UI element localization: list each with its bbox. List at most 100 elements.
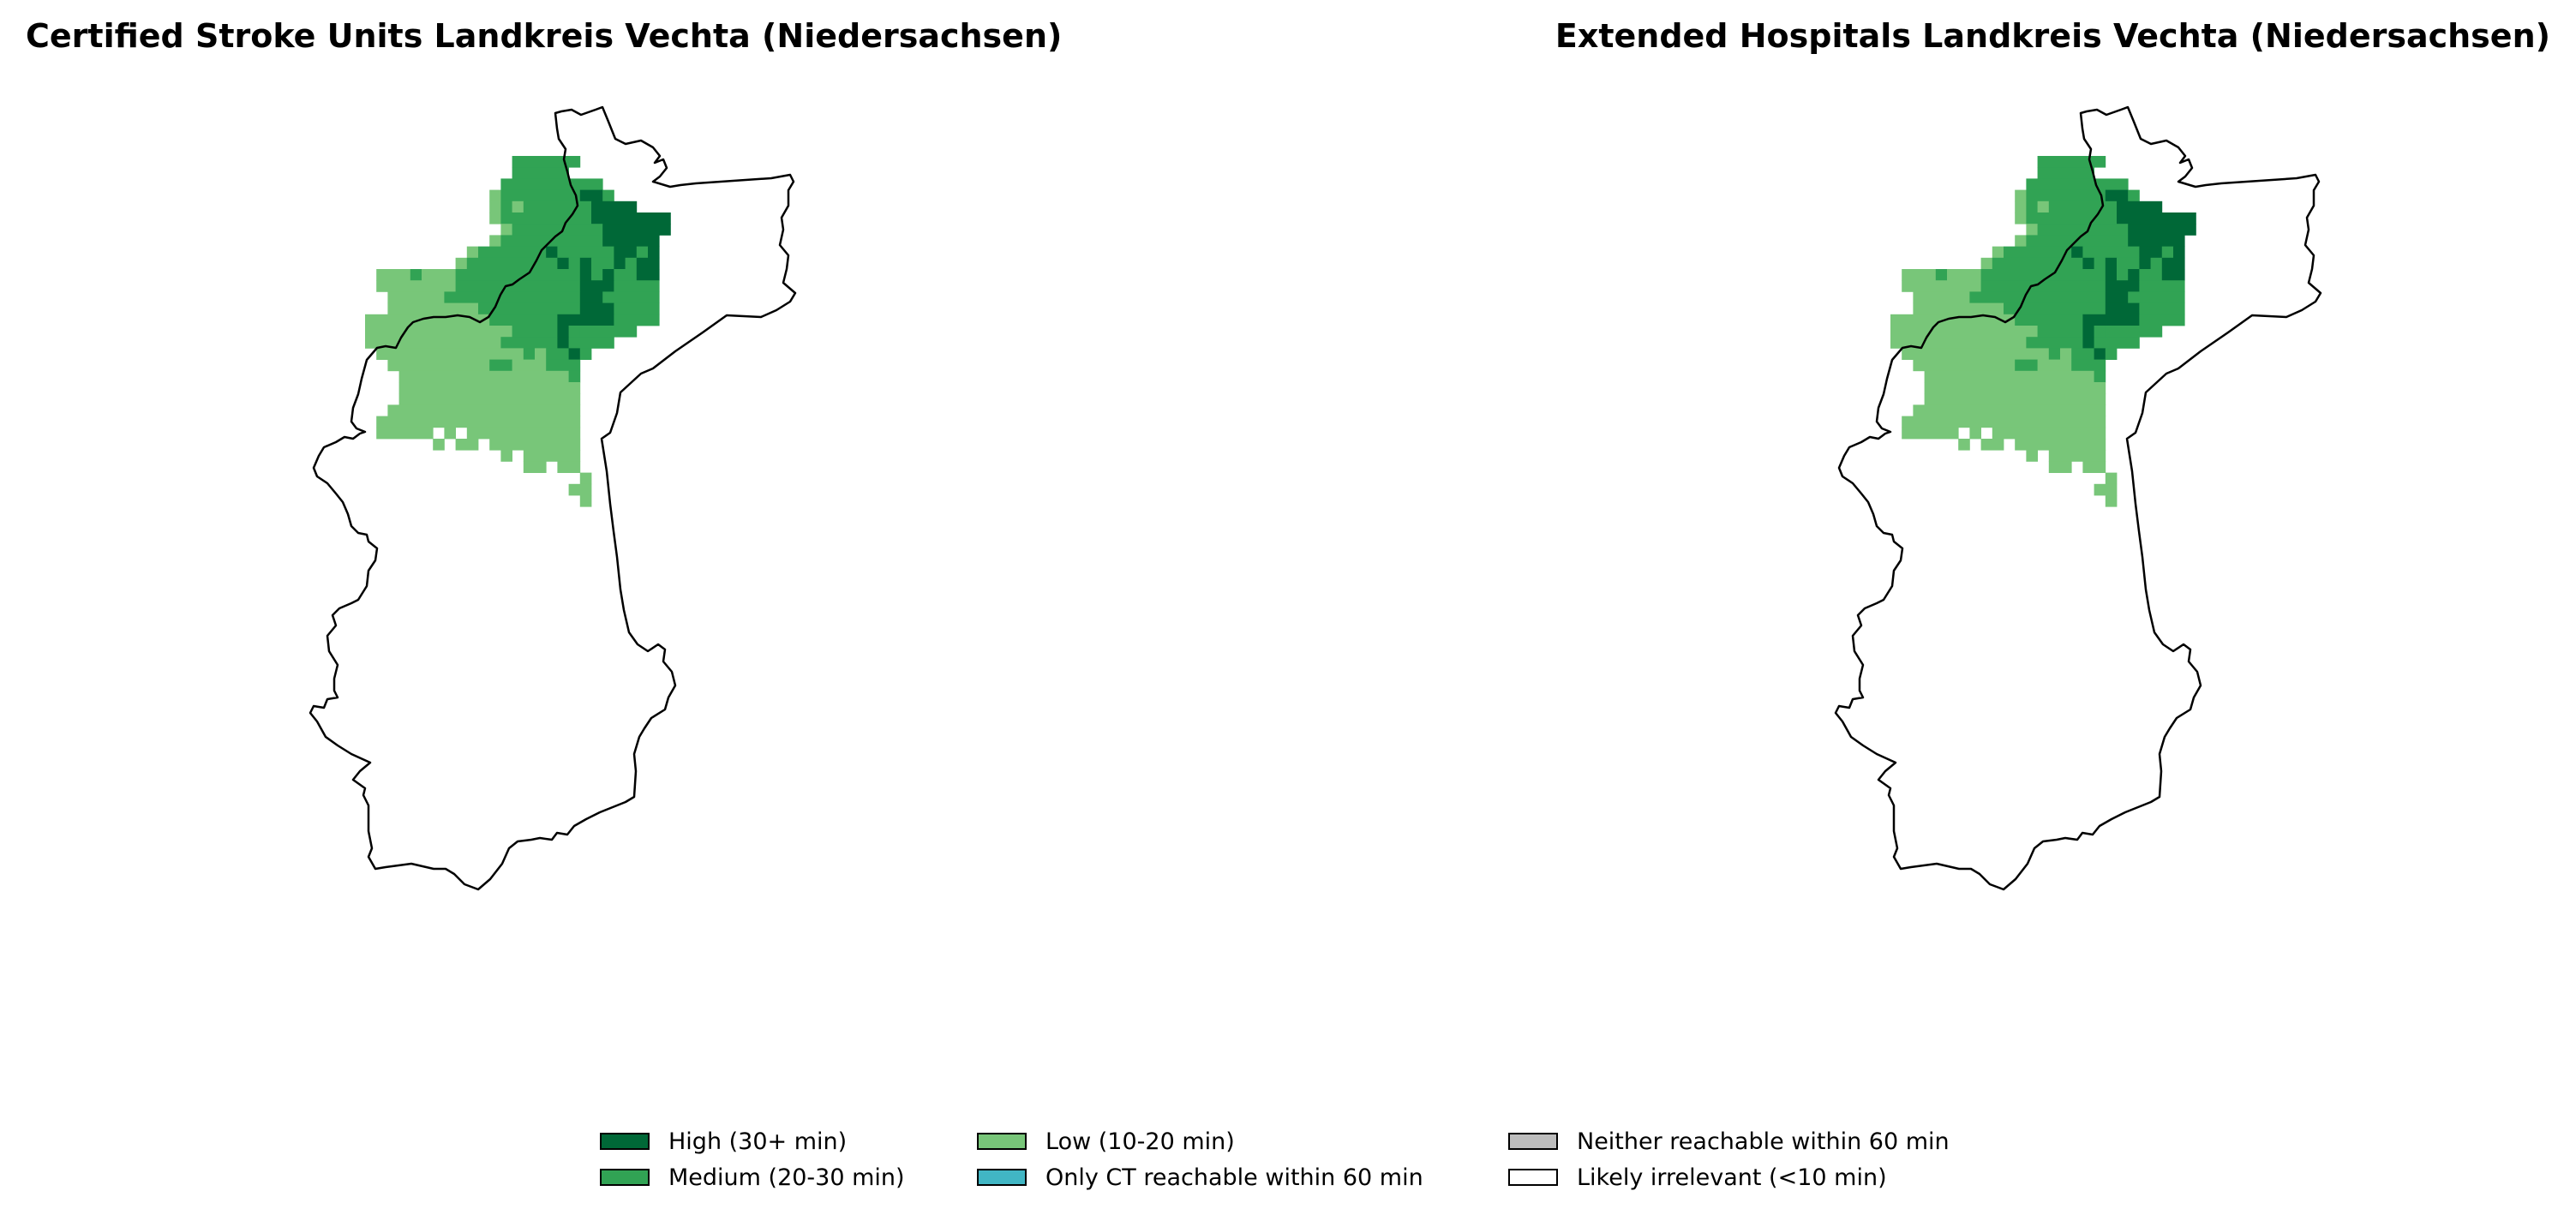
raster-cell — [614, 314, 660, 326]
raster-cell — [478, 302, 581, 315]
raster-cell — [636, 246, 649, 259]
raster-cell — [648, 246, 660, 259]
raster-cell — [410, 269, 422, 281]
raster-cell — [512, 156, 581, 168]
raster-cell — [1969, 427, 1981, 440]
raster-cell — [2094, 257, 2106, 270]
legend-item-medium: Medium (20-30 min) — [600, 1160, 905, 1194]
raster-cell — [2128, 189, 2140, 202]
raster-cell — [1902, 348, 2050, 360]
raster-cell — [1980, 269, 2106, 281]
legend-swatch-only-ct — [977, 1169, 1027, 1186]
raster-cell — [523, 201, 592, 213]
raster-cell — [2015, 189, 2027, 202]
raster-cell — [2082, 326, 2094, 338]
raster-cell — [591, 212, 671, 224]
raster-cell — [1890, 314, 2016, 326]
raster-cell — [2082, 461, 2106, 473]
legend-item-low: Low (10-20 min) — [977, 1124, 1235, 1158]
raster-cell — [455, 439, 479, 451]
raster-cell — [2082, 314, 2106, 326]
raster-cell — [398, 370, 569, 383]
raster-cell — [2015, 201, 2027, 213]
raster-cell — [579, 280, 614, 292]
raster-cell — [579, 257, 592, 270]
raster-cell — [2094, 337, 2140, 349]
raster-cell — [1924, 370, 2094, 383]
district-map-left — [309, 105, 797, 891]
raster-cell — [2173, 246, 2185, 259]
reachability-raster — [1890, 156, 2196, 507]
raster-cell — [376, 416, 581, 428]
raster-cell — [466, 246, 479, 259]
raster-cell — [523, 461, 547, 473]
raster-cell — [489, 189, 501, 202]
raster-cell — [512, 326, 558, 338]
raster-cell — [500, 337, 558, 349]
raster-cell — [2105, 495, 2118, 507]
raster-cell — [2015, 314, 2083, 326]
legend-label-neither: Neither reachable within 60 min — [1577, 1128, 1950, 1155]
raster-cell — [2094, 483, 2118, 496]
raster-cell — [2060, 348, 2072, 360]
raster-cell — [1947, 269, 1981, 281]
raster-cell — [500, 212, 592, 224]
raster-cell — [614, 257, 626, 270]
raster-cell — [512, 224, 603, 236]
raster-cell — [376, 427, 434, 440]
raster-cell — [1913, 359, 2016, 372]
raster-cell — [579, 314, 614, 326]
raster-cell — [387, 291, 445, 303]
raster-cell — [466, 427, 581, 440]
raster-cell — [422, 269, 456, 281]
raster-cell — [2161, 269, 2185, 281]
raster-cell — [2128, 291, 2185, 303]
raster-cell — [376, 280, 456, 292]
raster-cell — [387, 359, 490, 372]
raster-cell — [489, 201, 501, 213]
district-map-right — [1834, 105, 2322, 891]
raster-cell — [444, 291, 581, 303]
raster-cell — [568, 326, 581, 338]
raster-cell — [602, 189, 614, 202]
raster-cell — [2150, 257, 2163, 270]
raster-cell — [2128, 224, 2196, 236]
raster-cell — [579, 472, 592, 485]
raster-cell — [2015, 212, 2027, 224]
raster-cell — [2139, 314, 2185, 326]
raster-cell — [2048, 201, 2118, 213]
raster-cell — [500, 201, 512, 213]
raster-cell — [1980, 257, 1993, 270]
raster-cell — [2026, 212, 2118, 224]
raster-cell — [1924, 393, 2106, 405]
reachability-raster — [365, 156, 671, 507]
raster-cell — [557, 314, 581, 326]
raster-cell — [489, 235, 501, 247]
raster-cell — [2004, 246, 2072, 259]
raster-cell — [466, 257, 558, 270]
legend-label-only-ct: Only CT reachable within 60 min — [1045, 1164, 1423, 1191]
raster-cell — [500, 450, 512, 462]
raster-cell — [2094, 326, 2106, 338]
raster-cell — [579, 302, 614, 315]
raster-cell — [614, 246, 638, 259]
raster-cell — [2071, 348, 2094, 360]
district-boundary — [1834, 105, 2322, 891]
raster-cell — [557, 461, 581, 473]
raster-cell — [2105, 257, 2118, 270]
raster-cell — [591, 201, 638, 213]
raster-cell — [579, 269, 592, 281]
raster-cell — [1913, 291, 1970, 303]
raster-cell — [625, 257, 638, 270]
raster-cell — [500, 224, 512, 236]
raster-cell — [2105, 291, 2129, 303]
raster-cell — [2117, 269, 2129, 281]
legend-label-low: Low (10-20 min) — [1045, 1128, 1235, 1155]
raster-cell — [376, 348, 524, 360]
raster-cell — [455, 280, 581, 292]
raster-cell — [2015, 359, 2038, 372]
raster-cell — [636, 269, 660, 281]
raster-cell — [1902, 416, 2106, 428]
raster-cell — [1992, 246, 2004, 259]
raster-cell — [2094, 348, 2106, 360]
